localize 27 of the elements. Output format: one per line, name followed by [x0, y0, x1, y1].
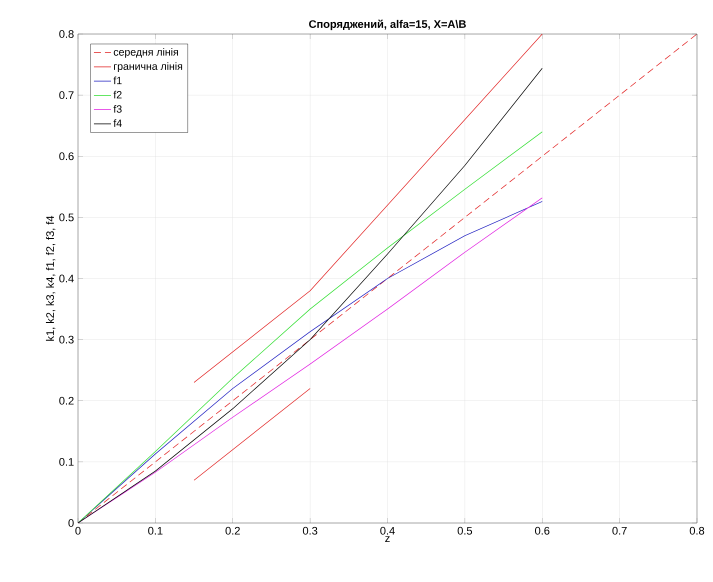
x-tick-label: 0.8	[690, 526, 704, 535]
x-axis-title: z	[385, 536, 390, 542]
legend-label: f4	[113, 119, 122, 127]
x-tick-label: 0.3	[302, 526, 318, 535]
y-tick-label: 0	[68, 519, 74, 527]
y-tick-label: 0.1	[59, 458, 74, 466]
legend-label: f1	[113, 76, 122, 84]
legend-label: гранична лінія	[114, 62, 182, 72]
chart-title: Споряджений, alfa=15, X=A\B	[309, 20, 466, 30]
y-tick-label: 0.6	[59, 152, 74, 160]
y-tick-label: 0.2	[59, 396, 74, 405]
y-tick-label: 0.5	[59, 213, 74, 222]
legend-label: середня лінія	[114, 48, 178, 58]
x-tick-label: 0.1	[148, 526, 162, 535]
legend-label: f2	[113, 90, 122, 98]
x-tick-label: 0.5	[458, 526, 472, 535]
y-tick-label: 0.4	[59, 274, 74, 282]
x-tick-label: 0.7	[612, 526, 627, 535]
y-tick-label: 0.8	[59, 30, 74, 38]
y-tick-label: 0.3	[59, 336, 74, 344]
x-tick-label: 0	[75, 526, 81, 535]
legend-label: f3	[113, 105, 122, 113]
y-tick-label: 0.7	[59, 91, 74, 100]
x-tick-label: 0.6	[535, 526, 550, 535]
x-tick-label: 0.2	[226, 526, 240, 535]
y-axis-title: k1, k2, k3, k4, f1, f2, f3, f4	[46, 216, 56, 341]
x-tick-label: 0.4	[380, 526, 395, 535]
